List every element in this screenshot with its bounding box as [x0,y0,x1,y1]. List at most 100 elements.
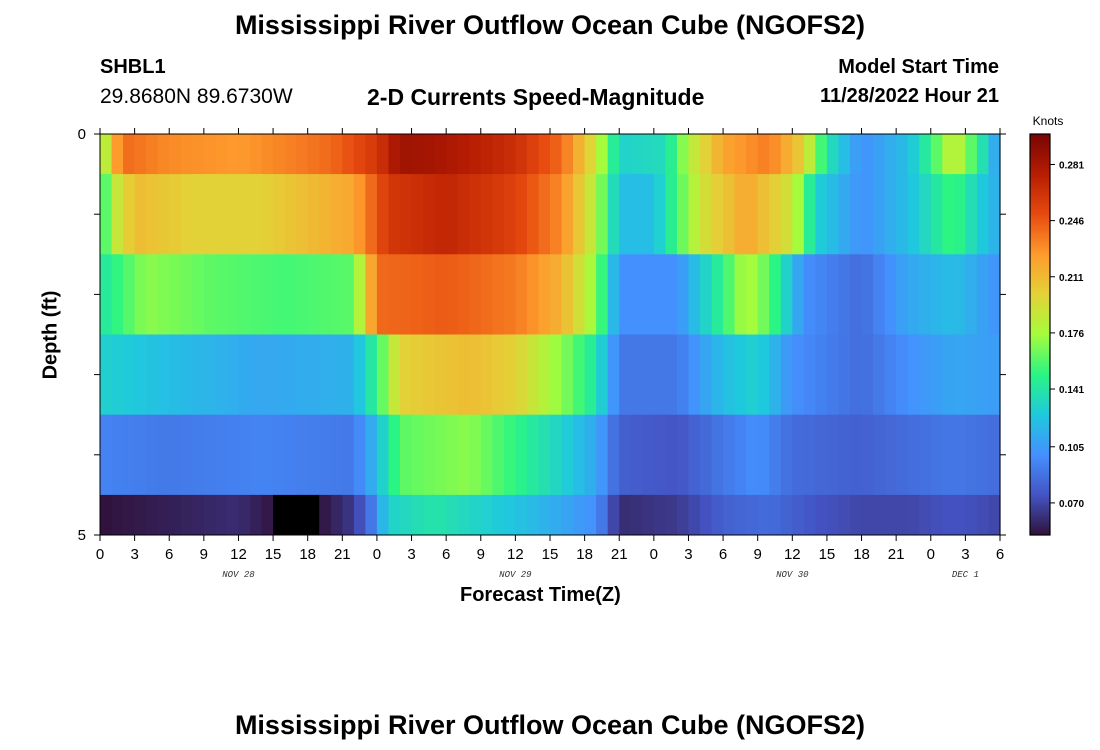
heatmap-cell [561,134,574,175]
heatmap-cell [353,174,366,255]
heatmap-cell [480,254,493,335]
heatmap-cell [930,414,943,496]
heatmap-cell [434,254,447,335]
x-tick-label: 3 [961,546,969,563]
heatmap-cell [203,334,216,416]
heatmap-cell [411,414,424,496]
heatmap-cell [757,414,770,496]
heatmap-cell [850,414,863,496]
heatmap-cell [688,414,701,496]
heatmap-cell [376,414,390,496]
heatmap-cell [665,494,678,536]
heatmap-cell [238,334,251,416]
heatmap-cell [596,414,609,496]
heatmap-cell [653,494,666,536]
heatmap-cell [423,334,436,416]
heatmap-cell [965,254,978,335]
heatmap-cell [457,494,470,536]
heatmap-cell [134,334,147,416]
heatmap-cell [584,134,597,175]
heatmap-cell [884,414,897,496]
heatmap-cell [873,494,886,536]
heatmap-cell [884,134,897,175]
heatmap-cell [838,254,851,335]
heatmap-cell [469,134,482,175]
axes: 0 3 6 9 12 15 18 21 0 3 6 9 12 15 18 21 0 3 6 9 12 15 18 21 0 3 6 N… [78,126,1006,580]
heatmap-cell [100,414,113,496]
heatmap-cell [815,134,828,175]
x-tick-label: 0 [650,546,658,563]
heatmap-cell [700,134,713,175]
heatmap-cell [792,254,805,335]
heatmap-cell [850,174,863,255]
heatmap-cell [873,334,886,416]
heatmap-cell [884,254,897,335]
heatmap-cell [169,134,182,175]
heatmap-cell [307,174,320,255]
heatmap-cell [665,134,678,175]
heatmap-cell [353,134,366,175]
heatmap-cell [988,494,1001,536]
heatmap-cell [261,134,274,175]
heatmap-cell [953,414,966,496]
heatmap-cell [919,414,932,496]
heatmap-cell [146,174,159,255]
heatmap-cell [446,494,459,536]
heatmap-cell [457,254,470,335]
heatmap-cell [434,414,447,496]
heatmap-cell [688,494,701,536]
heatmap-cell [215,334,228,416]
heatmap-cell [803,174,816,255]
heatmap-cell [515,494,528,536]
x-tick-label: 9 [200,546,208,563]
heatmap-cell [434,334,447,416]
heatmap-cell [261,254,274,335]
heatmap-cell [907,134,920,175]
heatmap-cell [676,174,690,255]
heatmap-cell [596,134,609,175]
heatmap-cell [850,254,863,335]
heatmap-cell [734,134,747,175]
heatmap-cell [353,494,366,536]
y-axis-label: Depth (ft) [39,290,62,380]
heatmap-cell [953,334,966,416]
heatmap-cell [423,254,436,335]
heatmap-cell [296,334,309,416]
heatmap-cell [330,494,343,536]
heatmap-cell [573,254,586,335]
heatmap-cell [826,334,840,416]
heatmap-cell [953,134,966,175]
heatmap-cell [596,174,609,255]
heatmap-cell [111,254,124,335]
heatmap-cell [965,334,978,416]
heatmap-cell [596,494,609,536]
heatmap-cell [423,494,436,536]
heatmap-cell [400,334,413,416]
heatmap-cell [826,174,840,255]
heatmap-cell [573,174,586,255]
heatmap-cells [100,134,1001,536]
heatmap-cell [226,494,240,536]
heatmap-cell [134,494,147,536]
heatmap-cell [469,494,482,536]
heatmap-cell [250,414,263,496]
x-tick-label: 12 [230,546,247,563]
heatmap-cell [780,414,793,496]
heatmap-cell [861,334,874,416]
heatmap-cell [700,174,713,255]
heatmap-cell [676,334,690,416]
heatmap-cell [757,134,770,175]
heatmap-cell [665,254,678,335]
heatmap-cell [792,414,805,496]
heatmap-cell [388,334,401,416]
heatmap-cell [215,134,228,175]
heatmap-cell [250,254,263,335]
heatmap-cell [411,334,424,416]
heatmap-cell [400,414,413,496]
heatmap-cell [850,134,863,175]
heatmap-cell [919,494,932,536]
heatmap-cell [319,414,332,496]
heatmap-cell [619,494,632,536]
x-tick-label: 21 [888,546,905,563]
heatmap-cell [988,254,1001,335]
